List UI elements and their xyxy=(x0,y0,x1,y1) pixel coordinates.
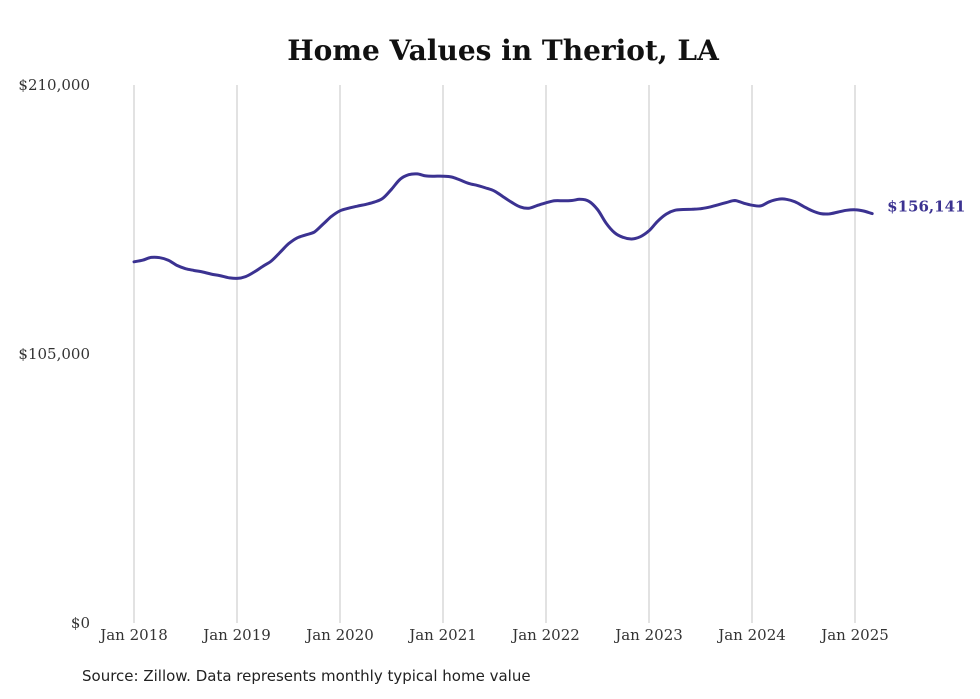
y-axis: $0 $105,000 $210,000 xyxy=(18,76,90,632)
x-tick-label: Jan 2019 xyxy=(201,626,271,644)
last-value-label: $156,141 xyxy=(887,198,965,216)
chart-title: Home Values in Theriot, LA xyxy=(287,34,720,67)
x-tick-label: Jan 2020 xyxy=(304,626,374,644)
x-tick-label: Jan 2022 xyxy=(510,626,580,644)
x-tick-label: Jan 2024 xyxy=(716,626,786,644)
source-note: Source: Zillow. Data represents monthly … xyxy=(82,667,531,685)
series-line xyxy=(132,172,874,280)
y-tick-label: $0 xyxy=(71,614,90,632)
series-group xyxy=(132,172,874,280)
x-axis: Jan 2018 Jan 2019 Jan 2020 Jan 2021 Jan 2022… xyxy=(98,626,889,644)
grid-lines xyxy=(133,85,856,623)
y-tick-label: $210,000 xyxy=(18,76,90,94)
y-tick-label: $105,000 xyxy=(18,345,90,363)
x-tick-label: Jan 2021 xyxy=(407,626,477,644)
x-tick-label: Jan 2025 xyxy=(819,626,889,644)
x-tick-label: Jan 2018 xyxy=(98,626,168,644)
x-tick-label: Jan 2023 xyxy=(613,626,683,644)
